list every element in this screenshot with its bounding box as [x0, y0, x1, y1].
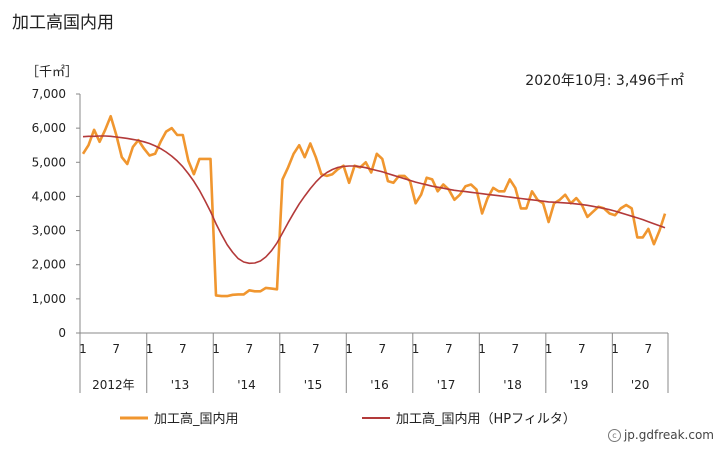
- y-tick-label: 5,000: [32, 155, 66, 169]
- year-label: '20: [631, 378, 650, 392]
- x-tick-label: 7: [512, 342, 520, 356]
- y-tick-label: 0: [58, 326, 66, 340]
- y-tick-label: 4,000: [32, 189, 66, 203]
- y-tick-label: 1,000: [32, 292, 66, 306]
- year-label: '18: [503, 378, 522, 392]
- x-tick-label: 7: [378, 342, 386, 356]
- x-tick-label: 7: [312, 342, 320, 356]
- year-label: '14: [237, 378, 256, 392]
- x-tick-label: 1: [478, 342, 486, 356]
- latest-value-annotation: 2020年10月: 3,496千㎡: [525, 73, 684, 89]
- x-tick-label: 1: [146, 342, 154, 356]
- actual-series-line: [81, 114, 667, 298]
- year-label: '13: [171, 378, 190, 392]
- copyright-icon: c: [607, 429, 621, 442]
- legend-label: 加工高_国内用: [154, 411, 239, 427]
- x-tick-label: 1: [79, 342, 87, 356]
- year-label: '15: [304, 378, 323, 392]
- x-tick-label: 7: [179, 342, 187, 356]
- year-label: 2012年: [92, 378, 135, 392]
- y-tick-label: 6,000: [32, 121, 66, 135]
- y-tick-label: 3,000: [32, 224, 66, 238]
- legend-label: 加工高_国内用（HPフィルタ）: [396, 411, 576, 427]
- x-tick-label: 1: [212, 342, 220, 356]
- x-tick-label: 7: [112, 342, 120, 356]
- year-label: '17: [437, 378, 456, 392]
- credit-text: jp.gdfreak.com: [623, 428, 714, 442]
- x-tick-label: 1: [545, 342, 553, 356]
- page-title: 加工高国内用: [12, 13, 114, 33]
- y-tick-label: 2,000: [32, 258, 66, 272]
- x-tick-label: 1: [279, 342, 287, 356]
- x-tick-label: 7: [578, 342, 586, 356]
- credit: c jp.gdfreak.com: [607, 428, 714, 442]
- x-tick-label: 7: [445, 342, 453, 356]
- trend-series-line: [82, 135, 666, 265]
- y-tick-label: 7,000: [32, 87, 66, 101]
- x-tick-label: 1: [611, 342, 619, 356]
- year-label: '19: [570, 378, 589, 392]
- x-tick-label: 1: [412, 342, 420, 356]
- y-unit-label: ［千㎡］: [26, 65, 78, 80]
- x-tick-label: 7: [645, 342, 653, 356]
- year-label: '16: [370, 378, 389, 392]
- x-tick-label: 1: [345, 342, 353, 356]
- x-tick-label: 7: [245, 342, 253, 356]
